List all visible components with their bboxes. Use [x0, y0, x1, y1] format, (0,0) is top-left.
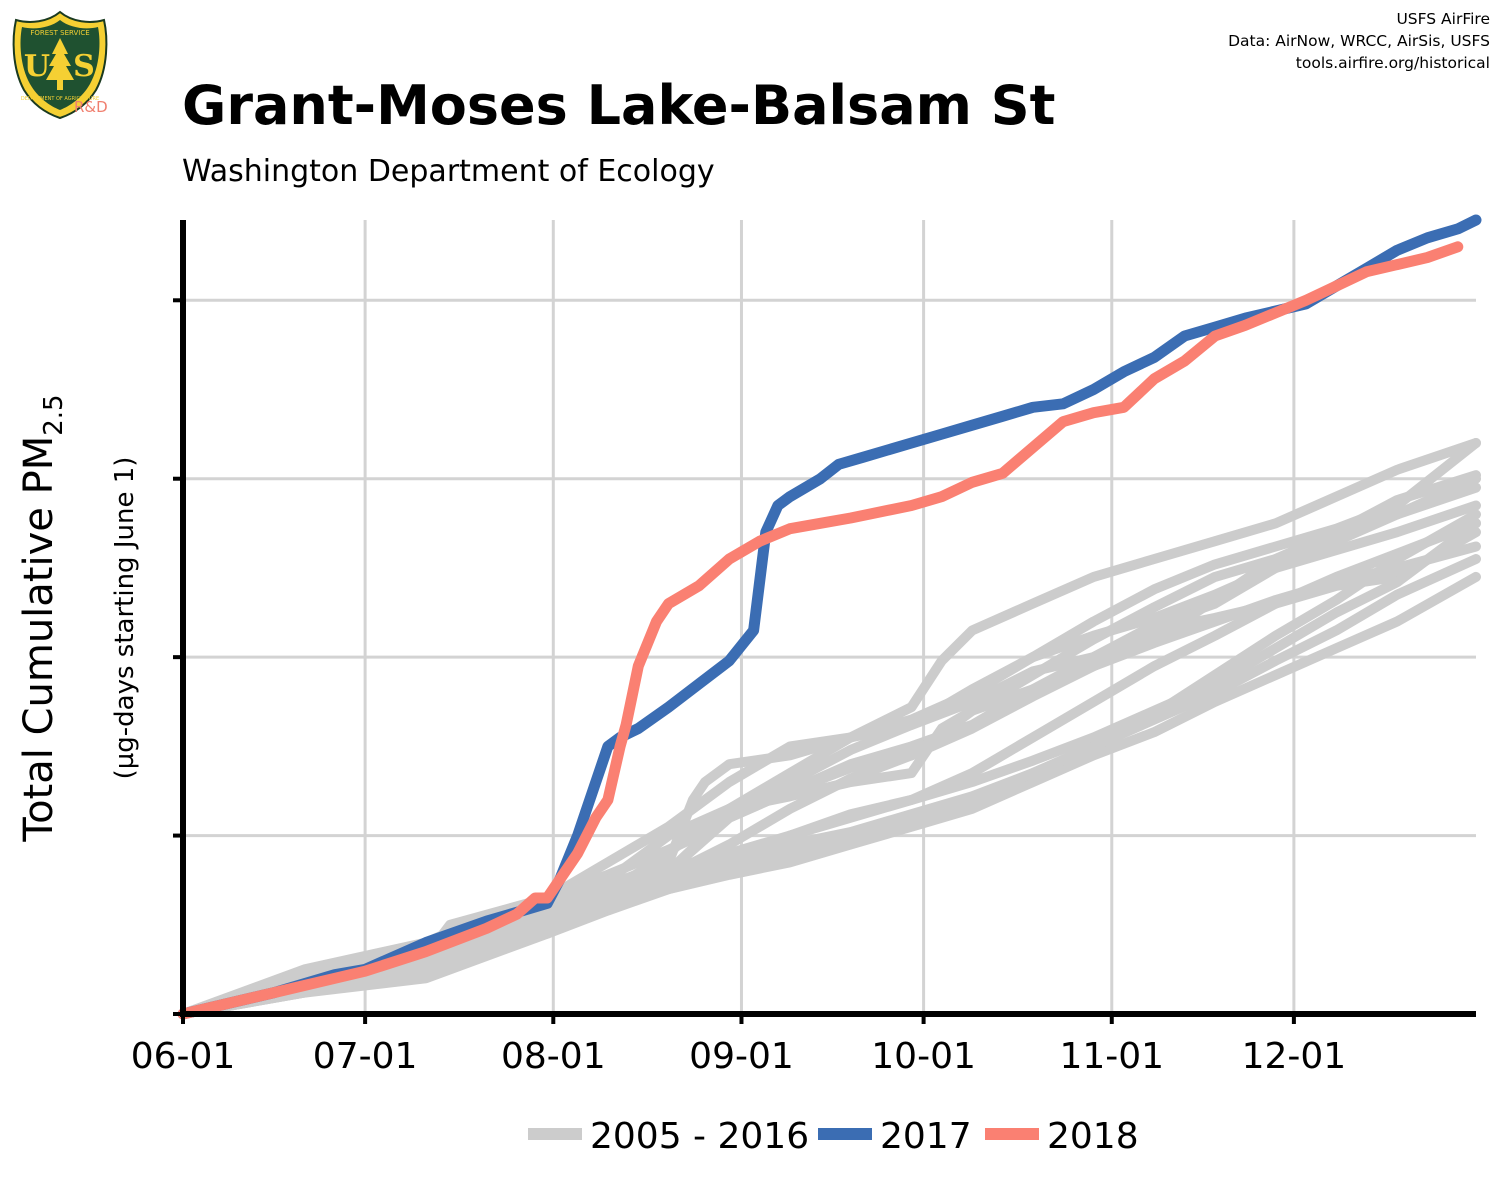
lines-highlight — [177, 214, 1482, 1020]
logo-suffix: R&D — [74, 98, 108, 116]
usfs-shield-logo: U S FOREST SERVICE DEPARTMENT OF AGRICUL… — [12, 10, 108, 120]
series-line-2017 — [177, 214, 1482, 1020]
x-tick-label: 09-01 — [689, 1036, 794, 1077]
tree-icon — [46, 38, 74, 90]
y-axis-label: Total Cumulative PM2.5 — [16, 394, 69, 842]
logo-letter-u: U — [24, 49, 50, 84]
x-tick-label: 10-01 — [871, 1036, 976, 1077]
logo-letter-s: S — [73, 49, 95, 84]
legend-label: 2018 — [1047, 1116, 1139, 1157]
x-tick-label: 12-01 — [1242, 1036, 1347, 1077]
chart-title: Grant-Moses Lake-Balsam St — [182, 74, 1056, 137]
credit-line: tools.airfire.org/historical — [1295, 54, 1490, 72]
y-axis-label-main: Total Cumulative PM — [16, 436, 62, 843]
credit-line: USFS AirFire — [1396, 10, 1490, 28]
x-tick-labels: 06-01 07-01 08-01 09-01 10-01 11-01 12-01 — [131, 1036, 1346, 1077]
axes — [173, 220, 1476, 1024]
series-line-2005-2016 — [178, 438, 1481, 1019]
logo-ring-top: FOREST SERVICE — [30, 29, 89, 37]
legend: 2005 - 2016 2017 2018 — [528, 1116, 1139, 1157]
y-axis-label-subscript: 2.5 — [39, 394, 69, 435]
logo-ring-bottom: DEPARTMENT OF AGRICULTURE — [21, 96, 99, 102]
credits: USFS AirFire Data: AirNow, WRCC, AirSis,… — [1228, 8, 1490, 74]
x-tick-label: 08-01 — [501, 1036, 606, 1077]
series-line-2005-2016 — [178, 438, 1481, 1019]
x-tick-label: 06-01 — [131, 1036, 236, 1077]
series-line-2005-2016 — [178, 518, 1481, 1019]
credit-line: Data: AirNow, WRCC, AirSis, USFS — [1228, 32, 1490, 50]
lines-2005-2016 — [178, 438, 1481, 1019]
grid — [181, 220, 1476, 1014]
y-axis-label-units: (µg-days starting June 1) — [110, 457, 140, 780]
chart-subtitle: Washington Department of Ecology — [182, 154, 715, 189]
legend-label: 2017 — [880, 1116, 972, 1157]
x-tick-label: 07-01 — [313, 1036, 418, 1077]
series-line-2018 — [177, 241, 1464, 1020]
x-tick-label: 11-01 — [1059, 1036, 1164, 1077]
series-line-2005-2016 — [178, 509, 1481, 1019]
legend-label: 2005 - 2016 — [590, 1116, 809, 1157]
